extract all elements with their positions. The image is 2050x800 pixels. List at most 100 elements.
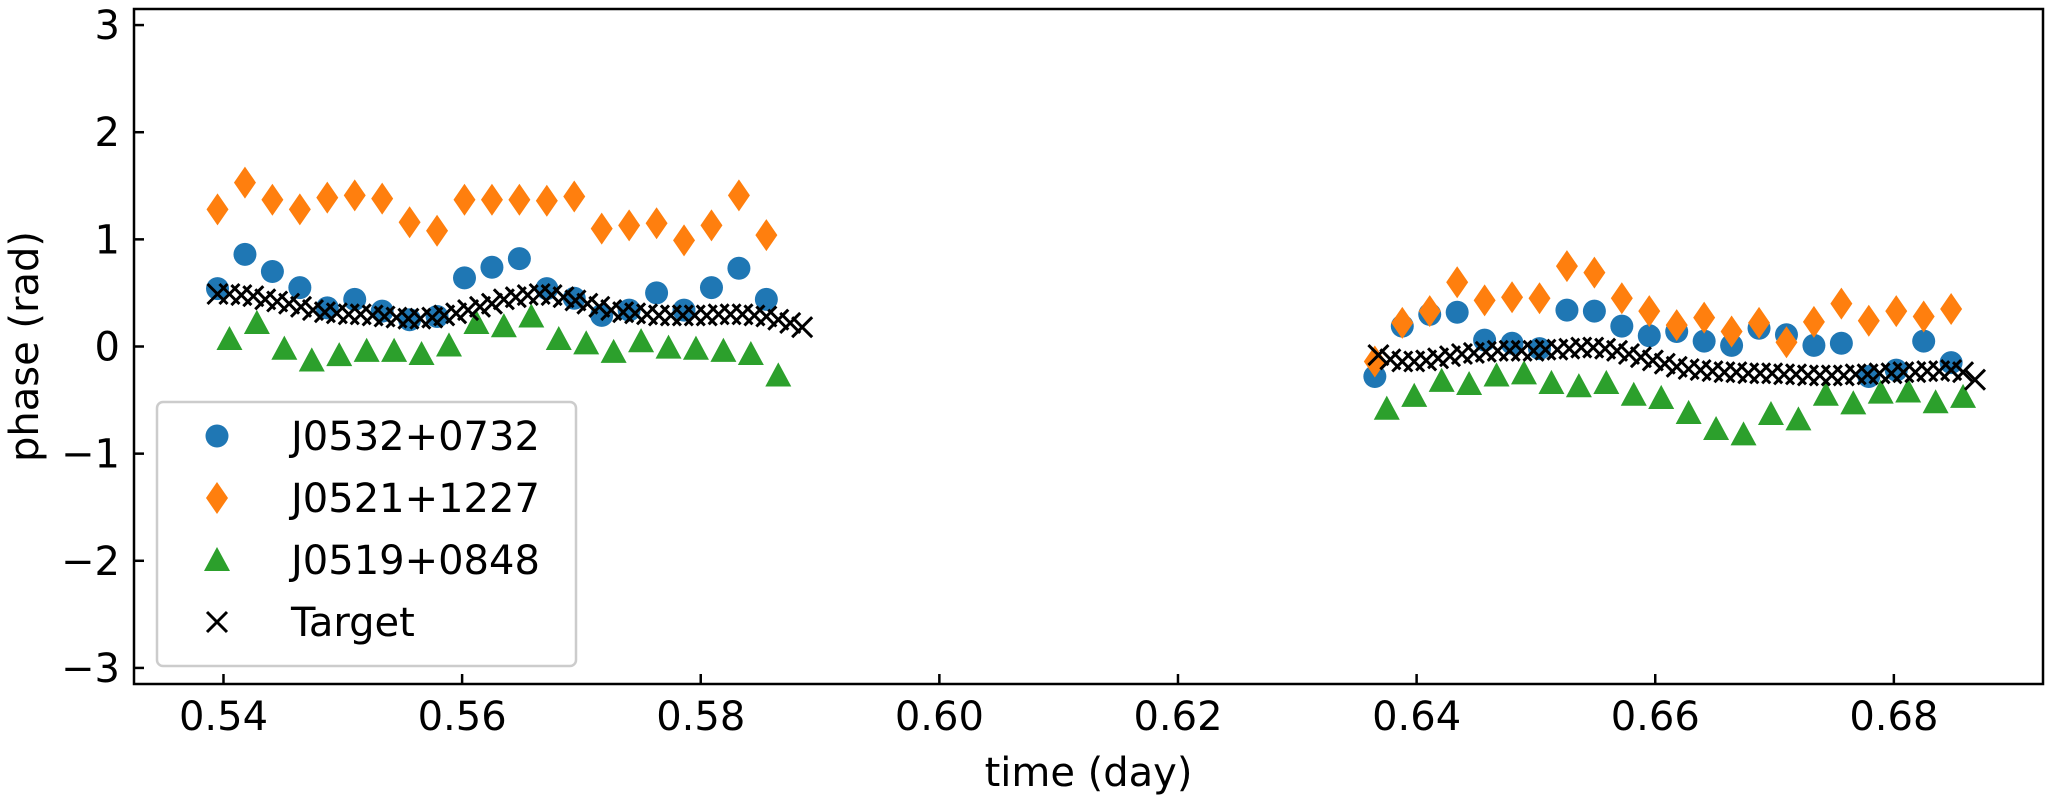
data-point-triangle <box>1373 395 1400 420</box>
data-point-triangle <box>1538 369 1565 394</box>
data-point-diamond <box>206 193 229 226</box>
data-point-triangle <box>628 328 655 353</box>
data-point-circle <box>370 299 394 323</box>
data-point-circle <box>452 266 476 290</box>
series-Target <box>206 282 1987 391</box>
legend-marker-circle <box>205 424 229 448</box>
data-point-triangle <box>573 330 600 355</box>
data-point-triangle <box>1593 369 1620 394</box>
y-axis-label: phase (rad) <box>2 231 48 462</box>
data-point-circle <box>1637 324 1661 348</box>
data-point-diamond <box>1391 306 1414 339</box>
data-point-circle <box>233 242 257 266</box>
data-point-diamond <box>288 193 311 226</box>
y-tick-label: −3 <box>61 646 120 692</box>
data-point-diamond <box>700 209 723 242</box>
x-tick-label: 0.54 <box>179 694 268 740</box>
data-point-circle <box>1610 314 1634 338</box>
data-point-triangle <box>1401 382 1428 407</box>
legend: J0532+0732 J0521+1227 J0519+0848 Target <box>155 400 578 668</box>
data-point-diamond <box>1473 284 1496 317</box>
legend-label: J0519+0848 <box>288 538 540 584</box>
data-point-diamond <box>398 206 421 239</box>
data-point-triangle <box>1648 384 1675 409</box>
data-point-diamond <box>316 181 339 214</box>
data-point-diamond <box>1830 287 1853 320</box>
data-point-triangle <box>1950 383 1977 408</box>
data-point-diamond <box>480 183 503 216</box>
data-point-diamond <box>1665 309 1688 342</box>
data-point-diamond <box>1775 326 1798 359</box>
data-point-triangle <box>1922 389 1949 414</box>
x-tick-label: 0.66 <box>1611 694 1700 740</box>
data-point-triangle <box>545 326 572 351</box>
data-point-diamond <box>645 207 668 240</box>
data-point-circle <box>1692 329 1716 353</box>
legend-entry: Target <box>205 600 415 646</box>
legend-marker-triangle <box>204 547 230 572</box>
data-point-triangle <box>271 335 298 360</box>
legend-label: Target <box>290 600 415 646</box>
data-point-x <box>1963 368 1987 391</box>
data-point-circle <box>343 287 367 311</box>
data-point-triangle <box>1428 367 1455 392</box>
data-point-diamond <box>1693 301 1716 334</box>
data-point-triangle <box>1840 390 1867 415</box>
data-point-diamond <box>1583 256 1606 289</box>
data-point-circle <box>727 256 751 280</box>
data-point-triangle <box>1757 401 1784 426</box>
data-point-triangle <box>1675 399 1702 424</box>
legend-items: J0532+0732 J0521+1227 J0519+0848 Target <box>204 414 540 646</box>
data-point-circle <box>1829 331 1853 355</box>
legend-box <box>155 400 578 668</box>
data-point-x <box>1951 361 1975 384</box>
x-axis-label: time (day) <box>985 750 1193 796</box>
data-point-triangle <box>1510 360 1537 385</box>
data-point-triangle <box>1620 381 1647 406</box>
data-point-diamond <box>673 224 696 257</box>
data-point-diamond <box>618 209 641 242</box>
x-tick-label: 0.60 <box>895 694 984 740</box>
data-point-diamond <box>1446 266 1469 299</box>
axis-ticks: 0.54 0.56 0.58 0.60 0.62 0.64 0.66 0.68 −3 −2 −1 0 1… <box>61 3 1938 740</box>
data-point-diamond <box>1720 315 1743 348</box>
data-point-diamond <box>590 212 613 245</box>
data-marks <box>206 166 1987 446</box>
data-point-diamond <box>261 183 284 216</box>
data-point-triangle <box>243 309 270 334</box>
data-point-circle <box>617 298 641 322</box>
y-tick-label: 3 <box>95 3 120 49</box>
data-point-circle <box>288 276 312 300</box>
y-tick-label: 1 <box>95 217 120 263</box>
data-point-circle <box>425 305 449 328</box>
data-point-circle <box>1939 351 1963 375</box>
data-point-diamond <box>1912 300 1935 333</box>
data-point-diamond <box>233 166 256 199</box>
data-point-diamond <box>1418 295 1441 328</box>
data-point-triangle <box>1456 371 1483 396</box>
data-point-triangle <box>1565 373 1592 398</box>
data-point-triangle <box>381 337 408 362</box>
y-tick-label: −1 <box>61 432 120 478</box>
data-point-diamond <box>1802 305 1825 338</box>
data-point-triangle <box>655 334 682 359</box>
data-point-circle <box>480 255 504 279</box>
data-point-circle <box>1582 299 1606 323</box>
data-point-circle <box>1912 329 1936 353</box>
data-point-circle <box>260 260 284 283</box>
x-tick-label: 0.68 <box>1849 694 1938 740</box>
data-point-triangle <box>600 338 627 363</box>
data-point-triangle <box>408 341 435 366</box>
data-point-triangle <box>1785 406 1812 431</box>
data-point-circle <box>699 276 723 300</box>
data-point-diamond <box>1638 295 1661 328</box>
legend-entry: J0521+1227 <box>206 476 540 522</box>
data-point-diamond <box>371 182 394 215</box>
legend-marker-diamond <box>206 482 228 514</box>
data-point-circle <box>1802 333 1826 357</box>
data-point-diamond <box>453 183 476 216</box>
y-tick-label: −2 <box>61 539 120 585</box>
data-point-triangle <box>353 337 380 362</box>
data-point-circle <box>672 298 696 322</box>
